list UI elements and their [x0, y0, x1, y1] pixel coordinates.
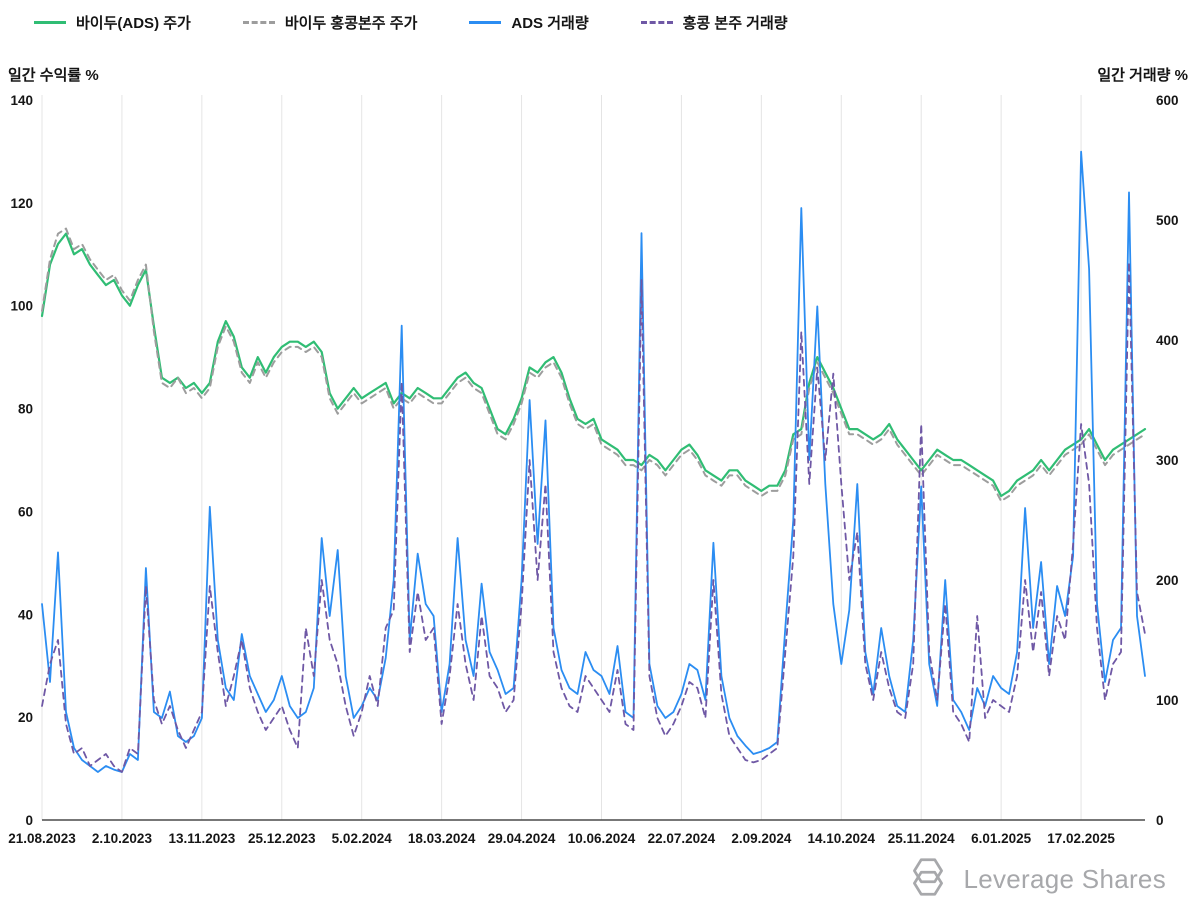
legend-item-ads-volume[interactable]: ADS 거래량: [469, 12, 589, 33]
x-tick-label: 17.02.2025: [1047, 831, 1115, 846]
x-tick-label: 29.04.2024: [488, 831, 556, 846]
left-tick-label: 100: [10, 299, 33, 314]
right-tick-label: 200: [1156, 573, 1179, 588]
series-line-1: [41, 227, 1146, 503]
left-tick-label: 0: [25, 813, 33, 828]
series-line-0: [40, 232, 1147, 498]
legend-item-hk-price[interactable]: 바이두 홍콩본주 주가: [242, 12, 418, 33]
right-tick-label: 100: [1156, 693, 1179, 708]
right-axis-title: 일간 거래량 %: [1097, 67, 1188, 84]
legend-swatch-hk-volume: [640, 21, 673, 24]
left-axis-title: 일간 수익률 %: [8, 67, 99, 84]
legend-label-hk-price: 바이두 홍콩본주 주가: [284, 15, 418, 32]
x-tick-label: 2.09.2024: [731, 831, 792, 846]
right-tick-label: 0: [1156, 813, 1164, 828]
legend-label-ads-price: 바이두(ADS) 주가: [76, 15, 191, 32]
right-tick-label: 500: [1156, 213, 1179, 228]
left-tick-label: 80: [18, 402, 33, 417]
legend-swatch-hk-price: [242, 21, 275, 24]
left-tick-label: 20: [18, 710, 33, 725]
x-tick-label: 13.11.2023: [168, 831, 235, 846]
x-tick-label: 10.06.2024: [568, 831, 636, 846]
series-line-3: [41, 261, 1146, 773]
left-tick-label: 60: [18, 504, 33, 519]
leverage-shares-logo: Leverage Shares: [905, 854, 1166, 905]
legend-label-ads-volume: ADS 거래량: [511, 15, 589, 32]
x-tick-label: 21.08.2023: [8, 831, 76, 846]
right-tick-label: 400: [1156, 333, 1179, 348]
legend-item-ads-price[interactable]: 바이두(ADS) 주가: [34, 12, 191, 33]
logo-hexagons-icon: [905, 854, 951, 905]
left-tick-label: 40: [18, 607, 33, 622]
legend-item-hk-volume[interactable]: 홍콩 본주 거래량: [640, 12, 788, 33]
x-tick-label: 18.03.2024: [408, 831, 476, 846]
x-tick-label: 25.11.2024: [888, 831, 955, 846]
right-tick-label: 600: [1156, 93, 1179, 108]
x-tick-label: 2.10.2023: [92, 831, 153, 846]
x-tick-label: 25.12.2023: [248, 831, 316, 846]
x-tick-label: 14.10.2024: [807, 831, 875, 846]
x-tick-label: 22.07.2024: [648, 831, 716, 846]
x-tick-label: 5.02.2024: [332, 831, 393, 846]
left-tick-label: 120: [10, 196, 33, 211]
legend-label-hk-volume: 홍콩 본주 거래량: [682, 15, 788, 32]
legend-swatch-ads-price: [34, 21, 66, 24]
right-tick-label: 300: [1156, 453, 1179, 468]
legend-swatch-ads-volume: [469, 21, 502, 24]
x-tick-label: 6.01.2025: [971, 831, 1032, 846]
logo-text: Leverage Shares: [963, 864, 1166, 894]
series-line-2: [41, 150, 1146, 773]
left-tick-label: 140: [10, 93, 33, 108]
chart-legend: 바이두(ADS) 주가 바이두 홍콩본주 주가 ADS 거래량 홍콩 본주 거래…: [34, 12, 788, 33]
